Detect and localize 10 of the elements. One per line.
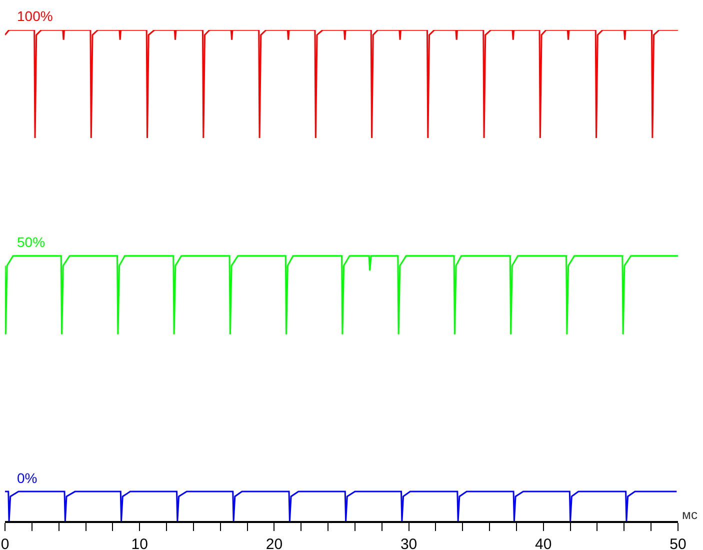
series-label: 50% xyxy=(17,234,46,250)
x-tick-label: 0 xyxy=(0,536,10,550)
x-tick-label: 20 xyxy=(266,536,283,550)
x-tick-label: 10 xyxy=(131,536,148,550)
x-axis-title: мс xyxy=(682,507,698,522)
x-tick-label: 50 xyxy=(670,536,686,550)
series-label: 0% xyxy=(17,470,38,486)
x-tick-label: 30 xyxy=(400,536,418,550)
x-tick-label: 40 xyxy=(535,536,552,550)
series-label: 100% xyxy=(17,8,53,24)
